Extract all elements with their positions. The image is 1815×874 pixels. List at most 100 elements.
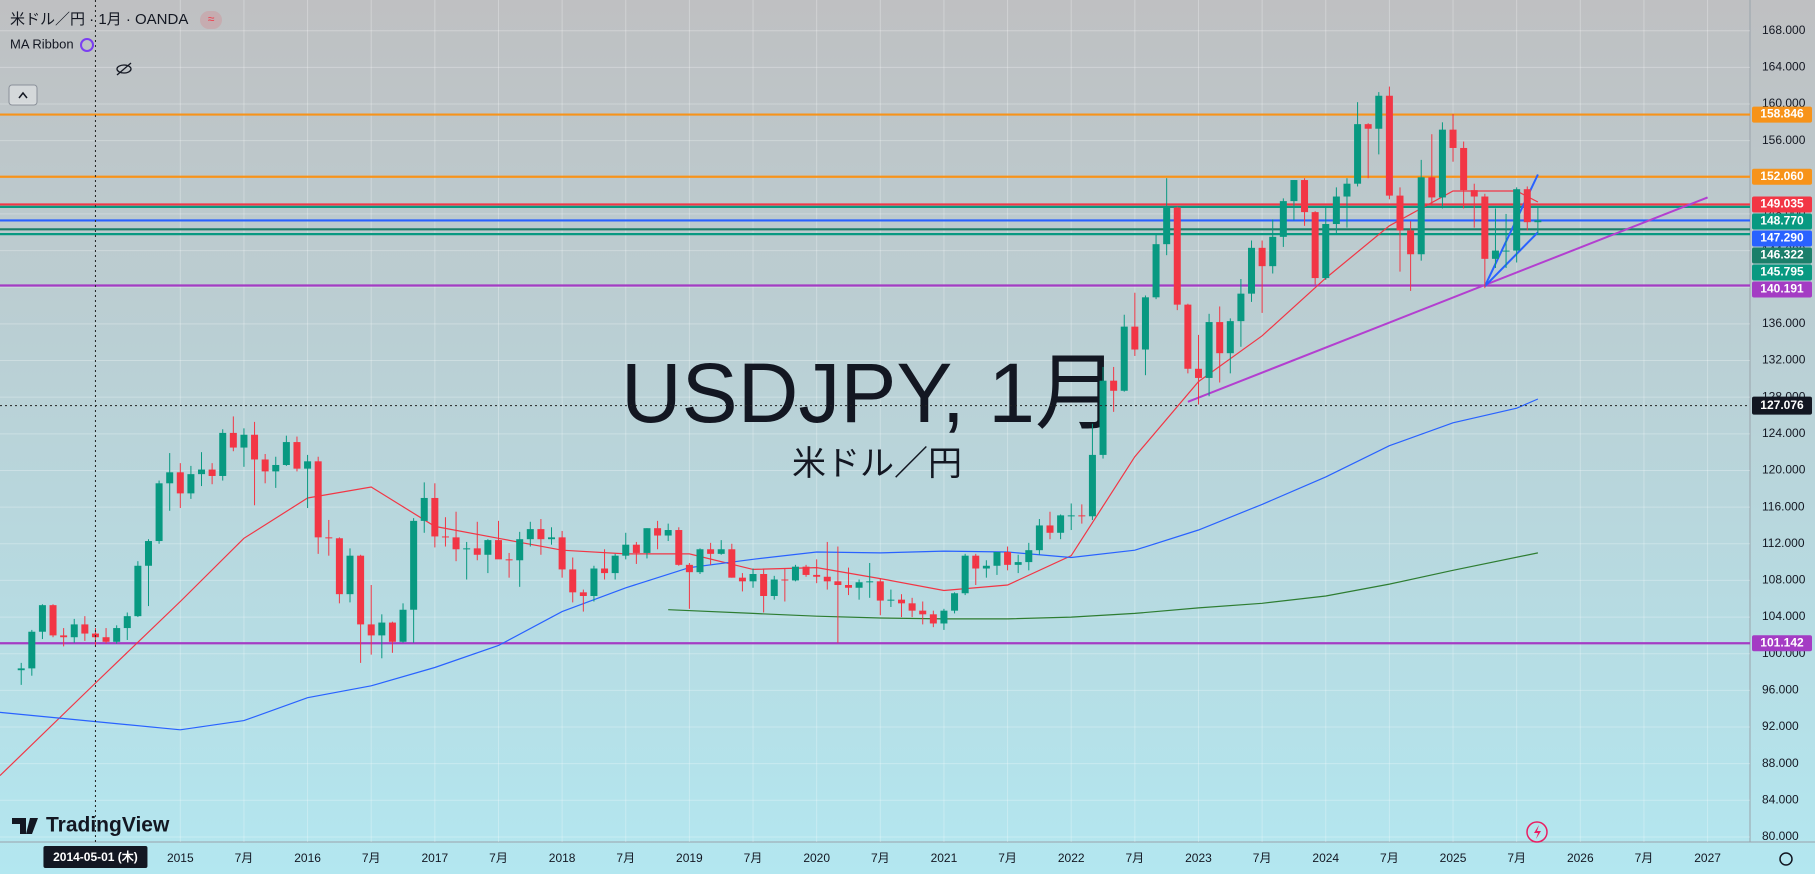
crosshair-price-box <box>1752 396 1812 415</box>
candle-body <box>1470 190 1478 197</box>
candle-body <box>940 610 948 624</box>
candle-body <box>166 472 174 484</box>
candle-body <box>304 461 312 469</box>
candle-body <box>144 541 152 566</box>
candle-body <box>1025 550 1033 563</box>
candle-body <box>357 555 365 625</box>
candle-body <box>420 497 428 521</box>
candle-body <box>929 614 937 624</box>
y-tick-label: 108.000 <box>1762 573 1806 587</box>
candle-body <box>1385 95 1393 196</box>
candle-body <box>1279 201 1287 237</box>
candle-body <box>1523 189 1531 223</box>
candle-body <box>1258 247 1266 267</box>
candle-body <box>431 497 439 537</box>
candle-body <box>1354 124 1362 184</box>
x-tick-label: 7月 <box>871 851 890 865</box>
settings-button[interactable] <box>1779 852 1793 866</box>
level-price-box <box>1752 264 1812 281</box>
candle-body <box>1110 380 1118 391</box>
level-price-label: 101.142 <box>1760 635 1804 649</box>
brand-name: TradingView <box>46 814 170 837</box>
x-tick-label: 7月 <box>235 851 254 865</box>
candle-body <box>696 549 704 573</box>
y-tick-label: 112.000 <box>1762 536 1805 550</box>
candle-body <box>410 520 418 610</box>
candle-body <box>452 537 460 550</box>
x-tick-label: 7月 <box>362 851 381 865</box>
crosshair-price-label: 127.076 <box>1760 398 1804 412</box>
candle-body <box>505 559 513 561</box>
trend-line <box>1187 196 1708 403</box>
candle-body <box>1481 196 1489 259</box>
candle-body <box>866 581 874 583</box>
candle-body <box>972 555 980 569</box>
candle-body <box>1322 224 1330 279</box>
level-price-box <box>1752 230 1812 247</box>
x-tick-label: 7月 <box>744 851 763 865</box>
candle-body <box>113 628 121 642</box>
collapse-button[interactable] <box>8 84 38 106</box>
candle-body <box>1534 220 1542 223</box>
candle-body <box>134 565 142 617</box>
candle-body <box>1311 212 1319 279</box>
x-tick-label: 2023 <box>1185 851 1212 865</box>
candle-body <box>1067 515 1075 517</box>
candle-body <box>1332 196 1340 225</box>
candle-body <box>1141 297 1149 350</box>
candle-body <box>526 529 534 540</box>
candle-body <box>272 464 280 472</box>
x-tick-label: 2021 <box>931 851 958 865</box>
candle-body <box>463 548 471 550</box>
candle-body <box>654 528 662 536</box>
candle-body <box>473 548 481 555</box>
candle-body <box>494 540 502 560</box>
symbol-badge <box>200 11 222 29</box>
candle-body <box>1364 124 1372 129</box>
candle-body <box>675 530 683 565</box>
candle-body <box>1407 230 1415 255</box>
x-tick-label: 2024 <box>1312 851 1339 865</box>
candle-body <box>844 585 852 588</box>
y-tick-label: 96.000 <box>1762 683 1799 697</box>
y-tick-label: 88.000 <box>1762 756 1799 770</box>
candle-body <box>908 603 916 611</box>
candle-body <box>1502 250 1510 252</box>
candle-body <box>802 566 810 575</box>
x-tick-label: 7月 <box>1380 851 1399 865</box>
candle-body <box>1014 562 1022 565</box>
candle-body <box>1004 552 1012 565</box>
candle-body <box>1417 177 1425 255</box>
candle-body <box>1046 525 1054 533</box>
candle-body <box>632 544 640 553</box>
level-price-box <box>1752 168 1812 185</box>
candle-body <box>855 582 863 588</box>
candle-body <box>251 434 259 460</box>
candle-body <box>823 576 831 582</box>
candle-body <box>38 605 46 632</box>
candle-body <box>208 469 216 476</box>
candle-body <box>1216 322 1224 354</box>
candle-body <box>760 574 768 596</box>
visibility-slash <box>116 62 132 76</box>
x-tick-label: 7月 <box>1126 851 1145 865</box>
flash-bolt <box>1534 825 1541 839</box>
x-tick-label: 7月 <box>1635 851 1654 865</box>
candle-body <box>441 536 449 538</box>
candle-body <box>1269 236 1277 267</box>
x-tick-label: 2022 <box>1058 851 1085 865</box>
candle-body <box>1120 326 1128 391</box>
x-tick-label: 7月 <box>1507 851 1526 865</box>
y-tick-label: 136.000 <box>1762 316 1806 330</box>
candle-body <box>548 537 556 540</box>
x-tick-label: 2016 <box>294 851 321 865</box>
candle-body <box>579 592 587 596</box>
moving-average <box>0 398 1539 731</box>
x-tick-label: 2015 <box>167 851 194 865</box>
candle-body <box>791 566 799 581</box>
candle-body <box>1205 322 1213 378</box>
candle-body <box>611 555 619 574</box>
x-tick-label: 2017 <box>421 851 448 865</box>
candle-body <box>1343 183 1351 197</box>
candle-body <box>1194 368 1202 378</box>
